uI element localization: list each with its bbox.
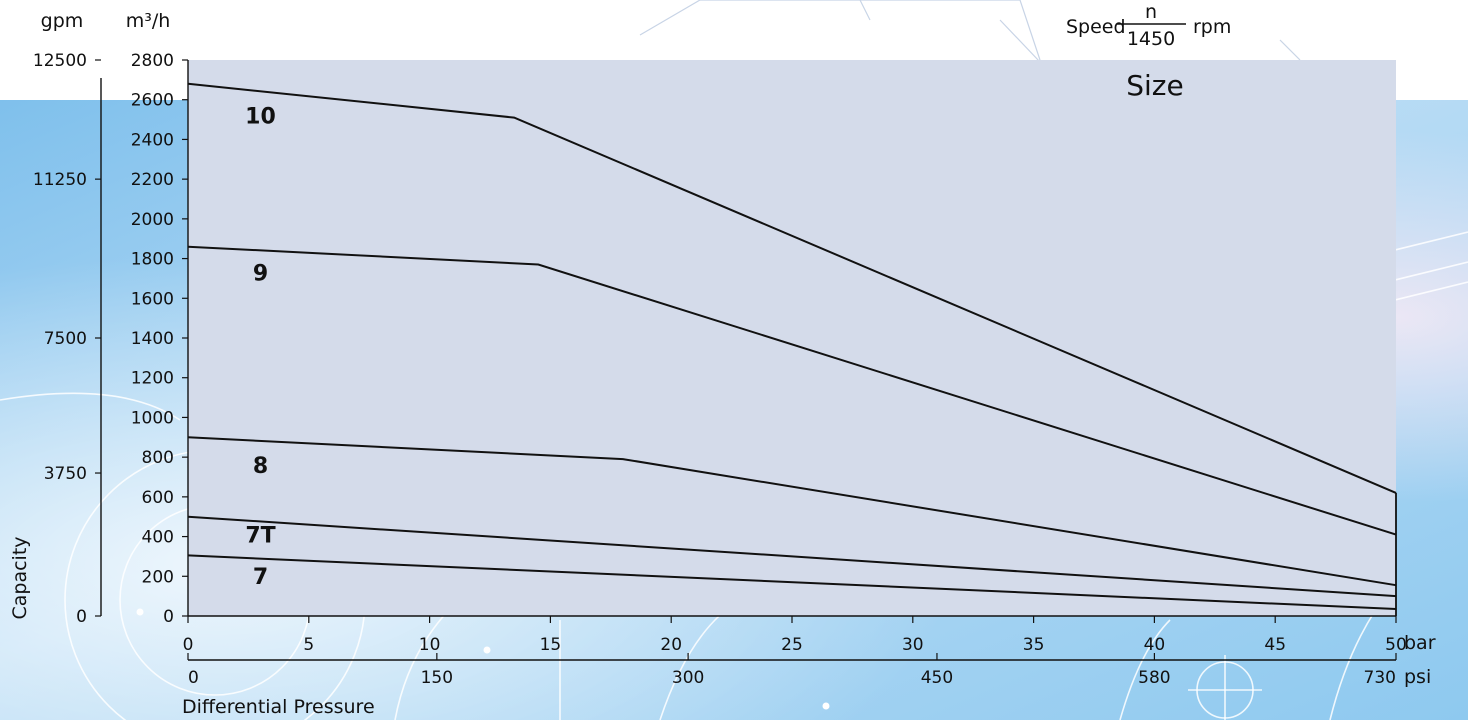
y-tick-label: 800 <box>142 448 174 468</box>
speed-word: Speed <box>1066 16 1126 38</box>
axes: 0200400600800100012001400160018002000220… <box>33 51 1407 688</box>
speed-numerator: n <box>1145 1 1157 23</box>
speed-unit: rpm <box>1193 16 1231 38</box>
x-unit-psi: psi <box>1404 666 1431 688</box>
size-label: Size <box>1126 69 1183 102</box>
series-line-size-7 <box>187 554 1397 610</box>
y-tick-label: 2800 <box>131 51 174 71</box>
psi-tick-label: 300 <box>672 668 704 688</box>
gpm-unit-label: gpm <box>41 10 84 32</box>
series-line-size-10 <box>187 82 1397 494</box>
x-tick-label: 40 <box>1144 635 1166 655</box>
psi-tick-label: 580 <box>1138 668 1170 688</box>
psi-tick-label: 730 <box>1364 668 1396 688</box>
x-tick-label: 5 <box>303 635 314 655</box>
y-tick-label: 1800 <box>131 250 174 270</box>
y-tick-label: 2000 <box>131 210 174 230</box>
gpm-tick-label: 3750 <box>44 464 87 484</box>
x-tick-label: 45 <box>1264 635 1286 655</box>
speed-formula: Speed n 1450 rpm <box>1066 1 1231 50</box>
series-line-size-9 <box>187 245 1397 536</box>
series-line-size-8 <box>187 436 1397 587</box>
x-tick-label: 15 <box>540 635 562 655</box>
speed-denominator: 1450 <box>1127 28 1175 50</box>
y-tick-label: 1200 <box>131 369 174 389</box>
y-tick-label: 0 <box>163 607 174 627</box>
series-label-size-8: 8 <box>253 454 268 479</box>
series-label-size-7T: 7T <box>245 524 275 549</box>
gpm-tick-label: 7500 <box>44 329 87 349</box>
plot-area <box>188 60 1396 616</box>
y-tick-label: 200 <box>142 567 174 587</box>
y-tick-label: 2600 <box>131 91 174 111</box>
y-tick-label: 2400 <box>131 130 174 150</box>
y-tick-label: 600 <box>142 488 174 508</box>
y-tick-label: 1400 <box>131 329 174 349</box>
series-label-size-9: 9 <box>253 261 268 286</box>
y-tick-label: 1600 <box>131 289 174 309</box>
gpm-tick-label: 11250 <box>33 170 87 190</box>
gpm-tick-label: 0 <box>76 607 87 627</box>
y-tick-label: 1000 <box>131 408 174 428</box>
psi-tick-label: 150 <box>421 668 453 688</box>
psi-tick-label: 450 <box>921 668 953 688</box>
x-axis-title: Differential Pressure <box>182 696 375 718</box>
x-tick-label: 30 <box>902 635 924 655</box>
series-label-size-7: 7 <box>253 565 268 590</box>
y-tick-label: 2200 <box>131 170 174 190</box>
x-tick-label: 10 <box>419 635 441 655</box>
x-tick-label: 25 <box>781 635 803 655</box>
y-tick-label: 400 <box>142 528 174 548</box>
m3h-unit-label: m³/h <box>126 10 171 32</box>
x-unit-bar: bar <box>1404 632 1436 654</box>
series-label-size-10: 10 <box>245 105 276 130</box>
gpm-tick-label: 12500 <box>33 51 87 71</box>
x-tick-label: 35 <box>1023 635 1045 655</box>
psi-tick-label: 0 <box>188 668 199 688</box>
x-tick-label: 20 <box>660 635 682 655</box>
x-tick-label: 0 <box>183 635 194 655</box>
x-tick-label: 50 <box>1385 635 1407 655</box>
y-axis-title: Capacity <box>9 536 31 619</box>
series-layer: 10 9 8 7T 7 <box>187 82 1397 616</box>
series-line-size-7T <box>187 515 1397 598</box>
